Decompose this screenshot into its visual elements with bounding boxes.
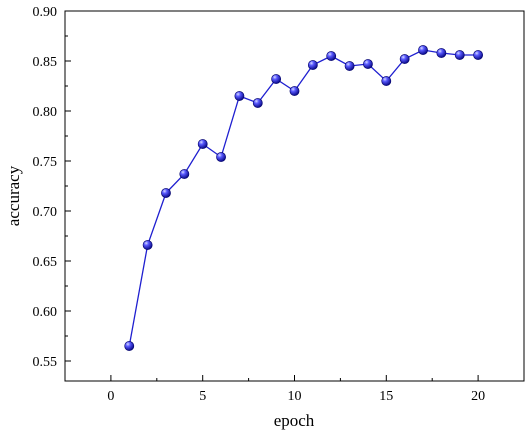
data-point: [271, 74, 282, 84]
data-point: [252, 98, 263, 108]
data-point: [179, 169, 190, 179]
y-tick-label: 0.65: [33, 255, 58, 270]
data-point: [307, 60, 318, 70]
y-axis-label: accuracy: [4, 165, 23, 226]
data-point: [436, 48, 447, 58]
y-tick-label: 0.75: [33, 155, 58, 170]
data-point: [234, 91, 245, 101]
data-point: [124, 341, 135, 351]
data-point: [418, 45, 428, 55]
data-point: [326, 51, 337, 61]
data-point: [473, 50, 483, 60]
y-tick-label: 0.80: [33, 105, 58, 120]
accuracy-series-line: [128, 49, 479, 347]
data-point: [289, 86, 300, 96]
data-point: [344, 61, 355, 71]
y-tick-label: 0.55: [33, 355, 58, 370]
data-point: [363, 59, 373, 69]
x-tick-label: 0: [107, 389, 114, 404]
y-tick-label: 0.90: [33, 5, 58, 20]
y-tick-label: 0.85: [33, 55, 58, 70]
x-tick-label: 20: [471, 389, 485, 404]
x-axis-label: epoch: [274, 411, 315, 430]
data-point: [216, 152, 226, 162]
plot-frame: [64, 10, 525, 382]
x-tick-label: 10: [288, 389, 302, 404]
data-point: [161, 188, 171, 198]
y-tick-label: 0.60: [33, 305, 58, 320]
data-point: [399, 54, 410, 64]
data-point: [454, 50, 465, 60]
data-point: [142, 240, 153, 250]
x-tick-label: 5: [199, 389, 206, 404]
data-point: [197, 139, 208, 149]
y-tick-label: 0.70: [33, 205, 58, 220]
x-tick-label: 15: [379, 389, 393, 404]
data-point: [381, 76, 392, 86]
